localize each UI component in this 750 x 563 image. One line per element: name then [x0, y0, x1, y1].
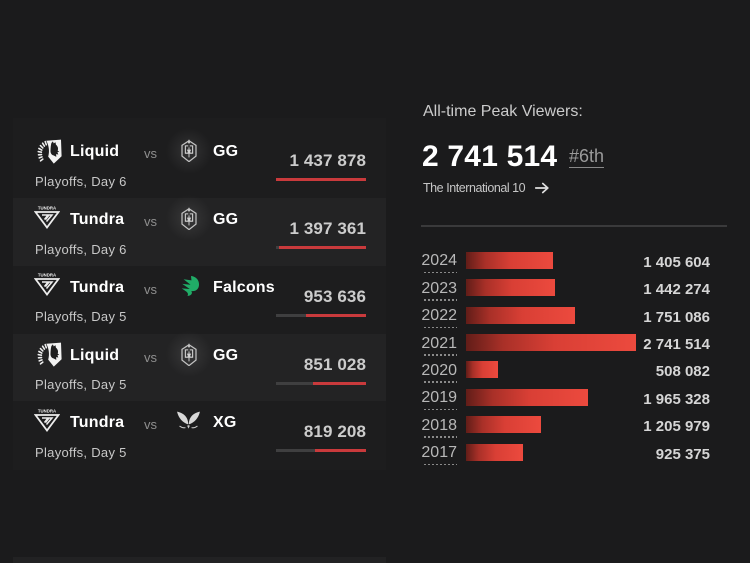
- svg-text:TUNDRA: TUNDRA: [38, 408, 56, 413]
- svg-text:TUNDRA: TUNDRA: [38, 273, 56, 278]
- svg-text:TUNDRA: TUNDRA: [38, 205, 56, 210]
